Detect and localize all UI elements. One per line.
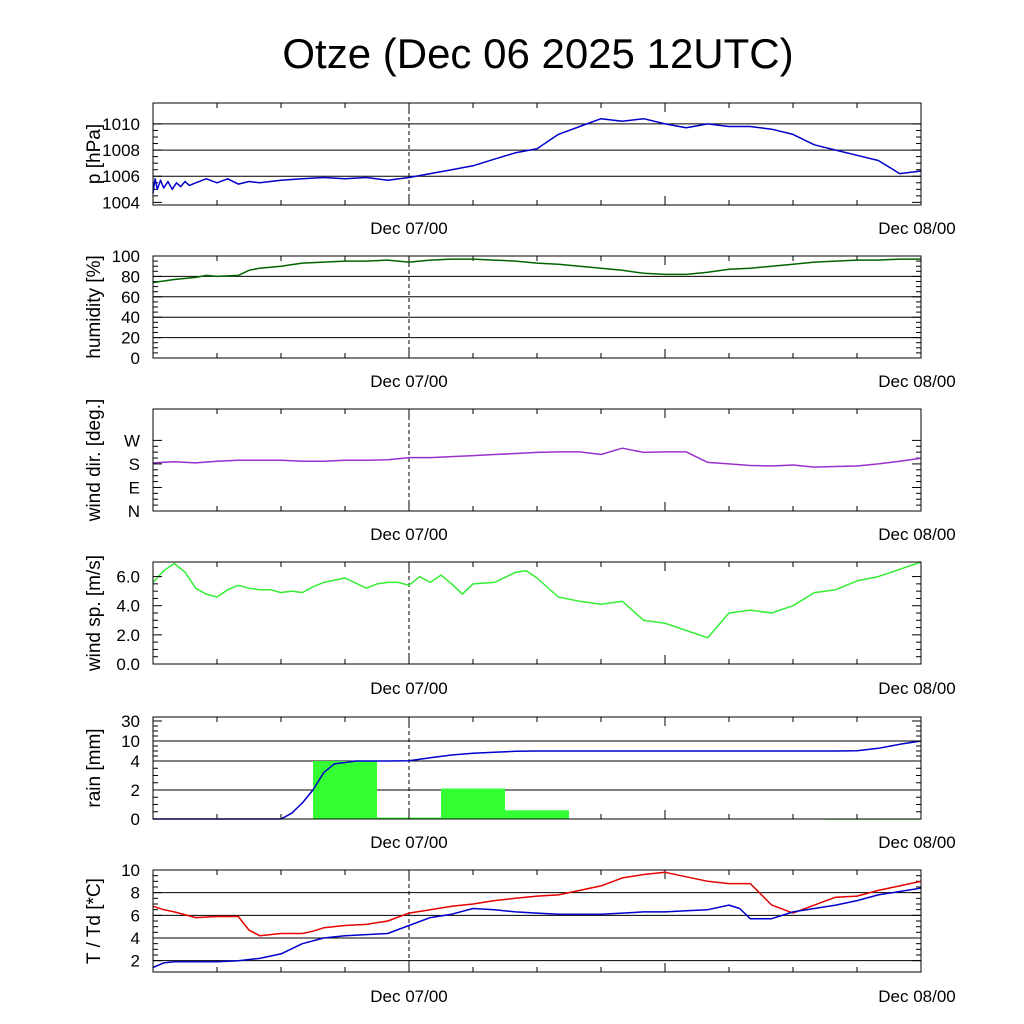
x-tick-label: Dec 07/00 [370,679,448,698]
y-tick-label: 0.0 [116,655,140,674]
y-axis-label: rain [mm] [84,728,105,807]
y-tick-label: 2 [131,952,140,971]
x-tick-label: Dec 08/00 [878,679,956,698]
plot-frame [152,716,922,820]
x-tick-label: Dec 07/00 [370,525,448,544]
y-tick-label: 1008 [102,141,140,160]
y-tick-label: 6 [131,906,140,925]
series-line-wind-direction [152,447,922,468]
panel-temperature: 2 4 6 8 10 T / Td [*C] Dec 07/00 Dec 08/00 [84,861,956,1006]
y-axis-label: p [hPa] [84,124,105,184]
y-tick-label: 40 [121,308,140,327]
y-tick-label: 100 [112,247,140,266]
y-axis-label: humidity [%] [84,255,105,358]
x-tick-label: Dec 08/00 [878,987,956,1006]
x-tick-label: Dec 07/00 [370,219,448,238]
y-tick-label: 20 [121,329,140,348]
rain-bar [313,761,377,819]
y-tick-label: 6.0 [116,568,140,587]
series-line-humidity [152,258,921,284]
y-tick-label: 4.0 [116,597,140,616]
y-tick-label: 4 [131,929,140,948]
plot-frame [152,408,922,512]
y-tick-label: 0 [131,810,140,829]
chart-title: Otze (Dec 06 2025 12UTC) [282,30,793,77]
y-tick-label: E [129,478,140,497]
plot-frame [152,869,922,973]
series-line-wind-speed [152,561,922,639]
y-tick-label: 1010 [102,115,140,134]
x-tick-label: Dec 07/00 [370,833,448,852]
y-tick-label: 4 [131,752,140,771]
y-tick-label: 30 [121,712,140,731]
y-tick-label: 10 [121,861,140,880]
y-tick-label: 8 [131,884,140,903]
rain-bar [505,810,569,819]
y-tick-label: 2 [131,781,140,800]
y-axis-label: wind sp. [m/s] [84,555,105,672]
plot-frame [152,561,922,665]
y-tick-label: 1006 [102,167,140,186]
y-tick-label: 1004 [102,193,140,212]
x-tick-label: Dec 08/00 [878,219,956,238]
y-tick-label: 2.0 [116,626,140,645]
x-tick-label: Dec 08/00 [878,833,956,852]
series-line-accumulated-rain [153,740,922,820]
y-tick-label: N [128,502,140,521]
y-tick-label: 80 [121,267,140,286]
plot-frame [152,255,922,359]
x-tick-label: Dec 08/00 [878,525,956,544]
series-line-temperature [152,871,922,937]
y-axis-label: wind dir. [deg.] [84,399,105,523]
y-axis-label: T / Td [*C] [84,878,105,964]
y-tick-label: S [129,455,140,474]
rain-bar [441,788,505,819]
y-tick-label: W [124,431,140,450]
x-tick-label: Dec 07/00 [370,372,448,391]
series-line-dewpoint [152,887,922,969]
x-tick-label: Dec 08/00 [878,372,956,391]
plot-frame [152,102,922,206]
panel-wind_speed: 0.0 2.0 4.0 6.0 wind sp. [m/s] Dec 07/00 Dec 0… [84,555,956,698]
y-tick-label: 10 [121,732,140,751]
x-tick-label: Dec 07/00 [370,987,448,1006]
y-tick-label: 0 [131,349,140,368]
y-tick-label: 60 [121,288,140,307]
series-line-pressure [152,117,922,194]
